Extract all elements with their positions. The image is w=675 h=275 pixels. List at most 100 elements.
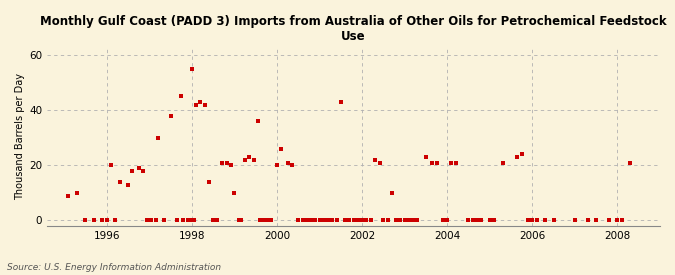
Point xyxy=(472,218,483,222)
Point xyxy=(101,218,112,222)
Point xyxy=(123,182,134,187)
Point xyxy=(225,163,236,167)
Point xyxy=(485,218,495,222)
Point xyxy=(512,155,523,159)
Point xyxy=(446,160,456,165)
Point xyxy=(72,191,82,195)
Point xyxy=(178,218,189,222)
Point xyxy=(310,218,321,222)
Text: Source: U.S. Energy Information Administration: Source: U.S. Energy Information Administ… xyxy=(7,263,221,272)
Point xyxy=(421,155,431,159)
Point xyxy=(208,218,219,222)
Point xyxy=(327,218,338,222)
Point xyxy=(199,103,210,107)
Point xyxy=(195,100,206,104)
Point xyxy=(286,163,297,167)
Point xyxy=(365,218,376,222)
Point xyxy=(450,160,461,165)
Point xyxy=(395,218,406,222)
Point xyxy=(240,158,250,162)
Point xyxy=(522,218,533,222)
Point xyxy=(356,218,367,222)
Point xyxy=(212,218,223,222)
Point xyxy=(191,103,202,107)
Point xyxy=(153,136,163,140)
Point xyxy=(489,218,500,222)
Point xyxy=(151,218,161,222)
Point xyxy=(138,169,148,173)
Point xyxy=(259,218,269,222)
Point xyxy=(159,218,169,222)
Point xyxy=(540,218,551,222)
Point xyxy=(375,160,385,165)
Point xyxy=(387,191,398,195)
Point xyxy=(344,218,355,222)
Point xyxy=(352,218,363,222)
Point xyxy=(467,218,478,222)
Point xyxy=(88,218,99,222)
Point xyxy=(182,218,193,222)
Point xyxy=(361,218,372,222)
Point xyxy=(142,218,153,222)
Point xyxy=(583,218,593,222)
Point xyxy=(271,163,282,167)
Point xyxy=(301,218,312,222)
Point xyxy=(603,218,614,222)
Point xyxy=(210,218,221,222)
Point xyxy=(110,218,121,222)
Point xyxy=(282,160,293,165)
Point xyxy=(319,218,329,222)
Point xyxy=(369,158,380,162)
Point xyxy=(570,218,580,222)
Point xyxy=(323,218,333,222)
Point xyxy=(263,218,274,222)
Y-axis label: Thousand Barrels per Day: Thousand Barrels per Day xyxy=(15,73,25,200)
Point xyxy=(203,180,214,184)
Point xyxy=(297,218,308,222)
Point xyxy=(114,180,125,184)
Point xyxy=(244,155,254,159)
Point xyxy=(105,163,116,167)
Point xyxy=(531,218,542,222)
Point xyxy=(463,218,474,222)
Point xyxy=(186,67,197,71)
Point xyxy=(176,94,186,99)
Point xyxy=(516,152,527,156)
Point xyxy=(63,193,74,198)
Point xyxy=(293,218,304,222)
Point xyxy=(252,119,263,123)
Point xyxy=(314,218,325,222)
Point xyxy=(404,218,414,222)
Point xyxy=(382,218,393,222)
Point xyxy=(378,218,389,222)
Point xyxy=(616,218,627,222)
Point xyxy=(476,218,487,222)
Point xyxy=(146,218,157,222)
Point xyxy=(184,218,195,222)
Point xyxy=(427,160,437,165)
Point xyxy=(306,218,317,222)
Point xyxy=(408,218,418,222)
Point xyxy=(399,218,410,222)
Point xyxy=(527,218,538,222)
Point xyxy=(548,218,559,222)
Point xyxy=(437,218,448,222)
Point xyxy=(335,100,346,104)
Point xyxy=(591,218,601,222)
Point xyxy=(133,166,144,170)
Point xyxy=(497,160,508,165)
Point xyxy=(340,218,350,222)
Point xyxy=(234,218,244,222)
Point xyxy=(248,158,259,162)
Point xyxy=(412,218,423,222)
Point xyxy=(171,218,182,222)
Point xyxy=(612,218,623,222)
Point xyxy=(431,160,442,165)
Point xyxy=(391,218,402,222)
Title: Monthly Gulf Coast (PADD 3) Imports from Australia of Other Oils for Petrochemic: Monthly Gulf Coast (PADD 3) Imports from… xyxy=(40,15,667,43)
Point xyxy=(276,147,287,151)
Point xyxy=(254,218,265,222)
Point xyxy=(188,218,199,222)
Point xyxy=(348,218,359,222)
Point xyxy=(165,114,176,118)
